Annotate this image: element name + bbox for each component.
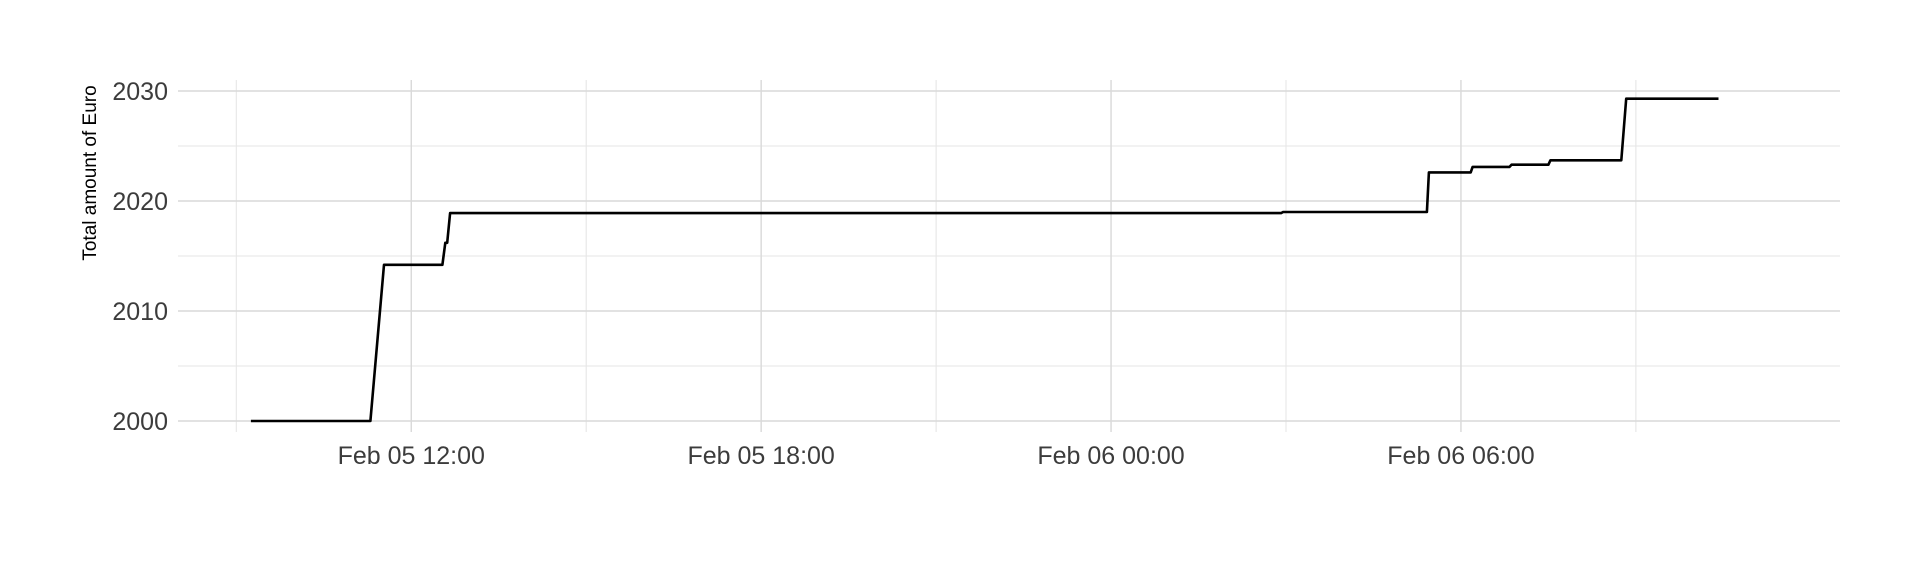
y-tick-label: 2020 — [112, 188, 168, 216]
series-line — [250, 97, 1719, 423]
x-tick-label: Feb 06 06:00 — [1387, 442, 1534, 470]
y-tick-label: 2030 — [112, 78, 168, 106]
y-tick-label: 2010 — [112, 298, 168, 326]
y-axis-title: Total amount of Euro — [80, 85, 101, 260]
x-tick-label: Feb 06 00:00 — [1037, 442, 1184, 470]
grid — [178, 80, 1840, 432]
x-tick-label: Feb 05 18:00 — [687, 442, 834, 470]
y-axis-ticks: 2000 2010 2020 2030 — [112, 78, 168, 436]
x-axis-ticks: Feb 05 12:00 Feb 05 18:00 Feb 06 00:00 Feb … — [338, 442, 1535, 470]
y-tick-label: 2000 — [112, 408, 168, 436]
x-tick-label: Feb 05 12:00 — [338, 442, 485, 470]
series — [250, 97, 1719, 423]
